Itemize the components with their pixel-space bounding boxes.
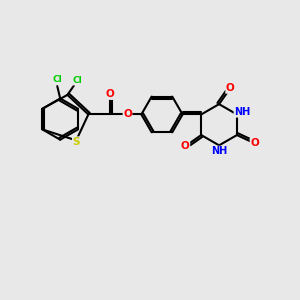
Text: S: S xyxy=(73,137,80,147)
Text: Cl: Cl xyxy=(52,75,62,84)
Text: O: O xyxy=(250,138,259,148)
Text: O: O xyxy=(181,141,190,151)
Text: O: O xyxy=(123,110,132,119)
Text: NH: NH xyxy=(234,107,250,117)
Text: NH: NH xyxy=(211,146,227,156)
Text: Cl: Cl xyxy=(73,76,82,85)
Text: O: O xyxy=(105,89,114,99)
Text: O: O xyxy=(226,83,235,93)
